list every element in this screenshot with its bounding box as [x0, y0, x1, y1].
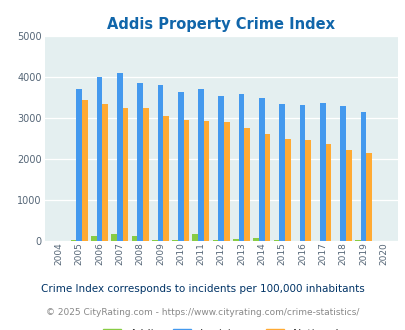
Bar	[82, 100, 87, 241]
Bar	[299, 105, 305, 241]
Bar	[177, 91, 183, 241]
Bar	[244, 128, 249, 241]
Bar	[253, 238, 258, 241]
Bar	[192, 234, 198, 241]
Bar	[258, 98, 264, 241]
Bar	[212, 240, 218, 241]
Legend: Addis, Louisiana, National: Addis, Louisiana, National	[98, 324, 343, 330]
Bar	[319, 103, 325, 241]
Bar	[102, 104, 108, 241]
Bar	[365, 153, 371, 241]
Bar	[96, 77, 102, 241]
Bar	[111, 234, 117, 241]
Bar	[284, 139, 290, 241]
Bar	[354, 240, 360, 241]
Bar	[224, 122, 229, 241]
Bar	[360, 112, 365, 241]
Bar	[163, 116, 168, 241]
Bar	[143, 108, 148, 241]
Bar	[131, 236, 137, 241]
Bar	[76, 89, 82, 241]
Title: Addis Property Crime Index: Addis Property Crime Index	[107, 17, 335, 32]
Bar	[238, 94, 244, 241]
Bar	[157, 85, 163, 241]
Bar	[198, 89, 203, 241]
Bar	[325, 144, 330, 241]
Bar	[218, 96, 224, 241]
Bar	[279, 104, 284, 241]
Bar	[122, 108, 128, 241]
Bar	[151, 240, 157, 241]
Bar	[70, 240, 76, 241]
Text: Crime Index corresponds to incidents per 100,000 inhabitants: Crime Index corresponds to incidents per…	[41, 284, 364, 294]
Bar	[183, 120, 189, 241]
Text: © 2025 CityRating.com - https://www.cityrating.com/crime-statistics/: © 2025 CityRating.com - https://www.city…	[46, 308, 359, 317]
Bar	[137, 83, 143, 241]
Bar	[203, 120, 209, 241]
Bar	[305, 140, 310, 241]
Bar	[264, 134, 270, 241]
Bar	[117, 73, 122, 241]
Bar	[339, 106, 345, 241]
Bar	[91, 236, 96, 241]
Bar	[345, 150, 351, 241]
Bar	[232, 239, 238, 241]
